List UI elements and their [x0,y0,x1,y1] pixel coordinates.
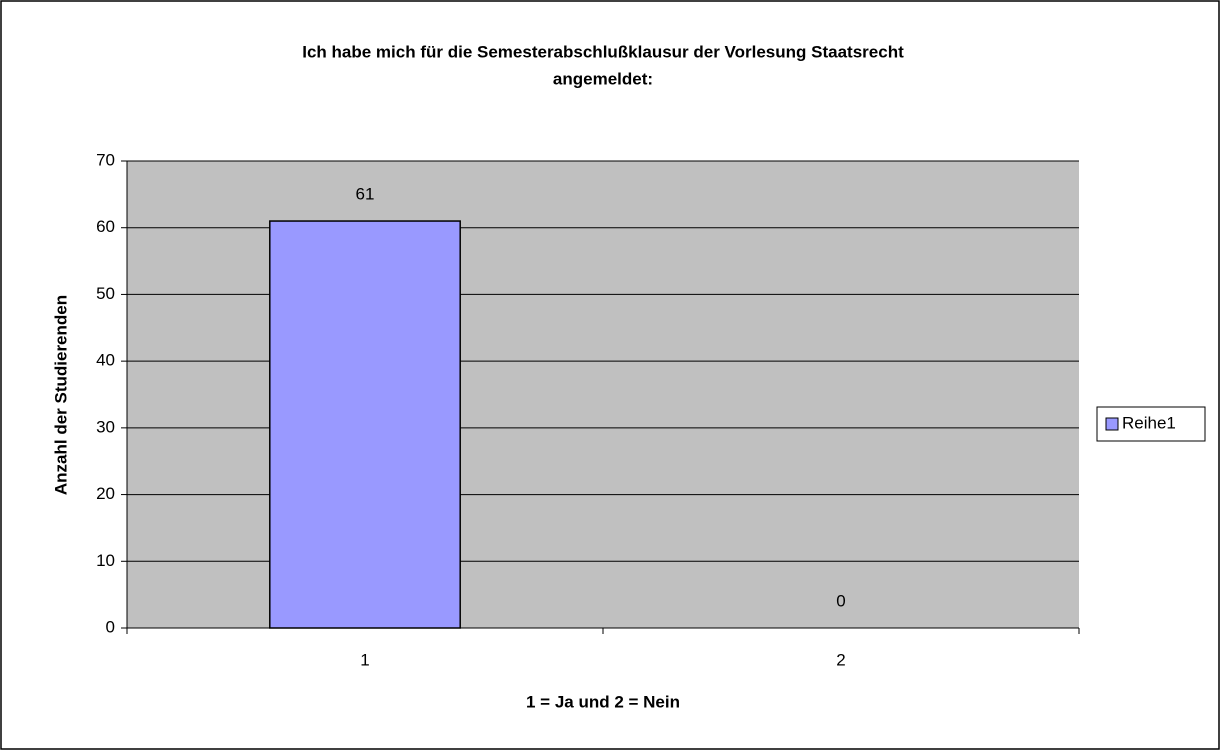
data-label: 0 [836,591,845,610]
x-tick-label: 2 [836,650,845,669]
legend-swatch [1105,417,1119,431]
y-tick-label: 50 [96,284,115,303]
y-tick-label: 20 [96,484,115,503]
y-tick-label: 40 [96,351,115,370]
data-label: 61 [356,185,375,204]
y-tick-label: 10 [96,551,115,570]
y-axis-label: Anzahl der Studierenden [51,295,70,495]
bar [269,220,461,629]
y-tick-label: 0 [106,617,115,636]
x-axis-label: 1 = Ja und 2 = Nein [526,692,680,711]
legend-label: Reihe1 [1122,413,1176,432]
y-tick-label: 70 [96,150,115,169]
y-tick-label: 60 [96,217,115,236]
y-tick-label: 30 [96,417,115,436]
chart-title: angemeldet: [553,69,653,88]
chart-title: Ich habe mich für die Semesterabschlußkl… [302,42,904,61]
x-tick-label: 1 [360,650,369,669]
